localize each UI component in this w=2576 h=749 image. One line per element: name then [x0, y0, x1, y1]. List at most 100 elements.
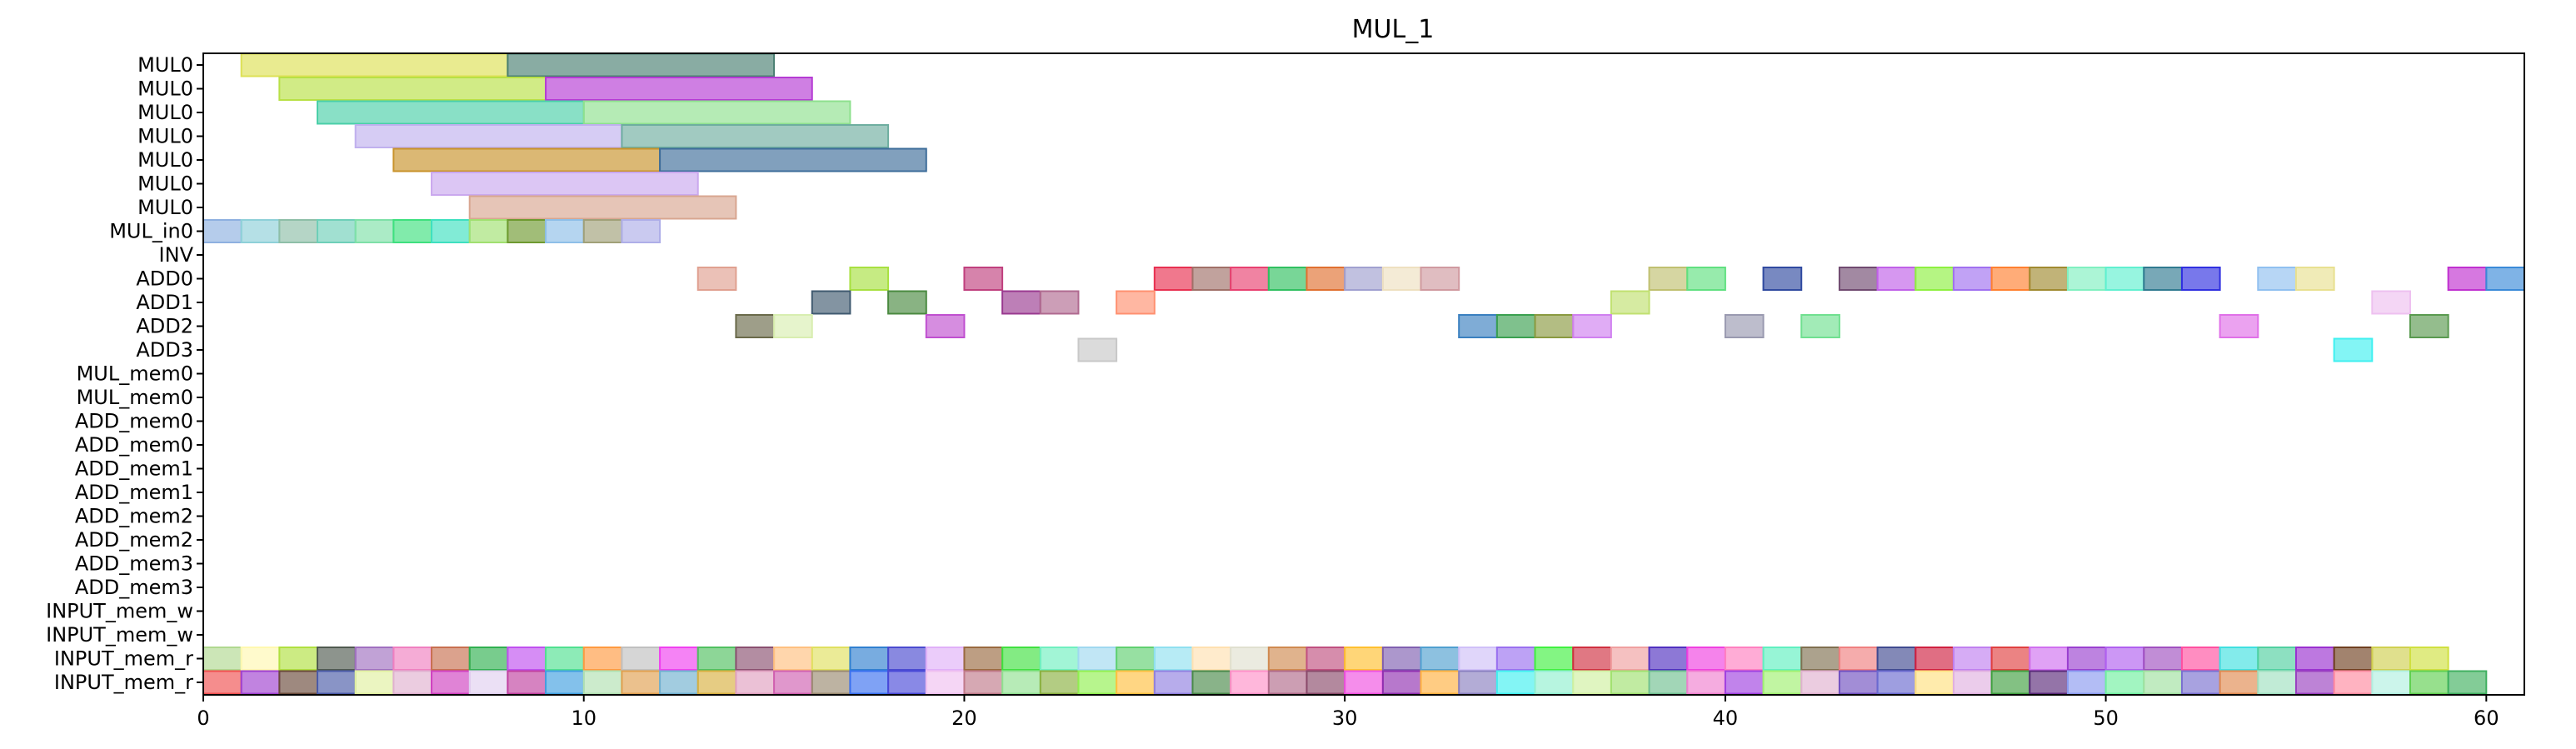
- task-bar: [1381, 647, 1422, 671]
- row-label: ADD_mem2: [75, 528, 193, 552]
- task-bar: [659, 670, 699, 695]
- task-bar: [811, 670, 851, 695]
- row-label: ADD0: [136, 267, 193, 291]
- task-bars: [202, 52, 2526, 695]
- task-bar: [1990, 670, 2031, 695]
- task-bar: [1153, 647, 1194, 671]
- task-bar: [2371, 647, 2411, 671]
- task-bar: [963, 267, 1004, 291]
- task-bar: [1800, 647, 1840, 671]
- task-bar: [240, 219, 281, 243]
- task-bar: [1686, 647, 1726, 671]
- task-bar: [2257, 670, 2297, 695]
- task-bar: [317, 219, 357, 243]
- task-bar: [1838, 267, 1879, 291]
- task-bar: [1116, 647, 1156, 671]
- task-bar: [1572, 647, 1612, 671]
- task-bar: [354, 647, 395, 671]
- task-bar: [545, 647, 585, 671]
- task-bar: [696, 670, 737, 695]
- task-bar: [1039, 647, 1080, 671]
- task-bar: [2066, 267, 2107, 291]
- task-bar: [1686, 670, 1726, 695]
- task-bar: [849, 267, 890, 291]
- x-tick-label: 10: [571, 707, 597, 730]
- row-label: MUL0: [137, 101, 193, 124]
- task-bar: [2143, 670, 2183, 695]
- task-bar: [621, 124, 890, 148]
- task-bar: [278, 77, 547, 101]
- row-label: ADD3: [136, 338, 193, 362]
- x-tick-label: 30: [1332, 707, 1358, 730]
- task-bar: [278, 219, 319, 243]
- task-bar: [1267, 670, 1308, 695]
- row-label: ADD_mem3: [75, 552, 193, 576]
- task-bar: [887, 290, 927, 315]
- row-label: MUL0: [137, 125, 193, 148]
- task-bar: [2333, 337, 2374, 362]
- x-tick-label: 0: [197, 707, 209, 730]
- task-bar: [2409, 670, 2449, 695]
- task-bar: [2371, 670, 2411, 695]
- x-tick-label: 40: [1713, 707, 1739, 730]
- task-bar: [2066, 670, 2107, 695]
- task-bar: [811, 290, 851, 315]
- task-bar: [1116, 290, 1156, 315]
- task-bar: [887, 647, 927, 671]
- task-bar: [1876, 267, 1917, 291]
- task-bar: [849, 647, 890, 671]
- task-bar: [1001, 290, 1041, 315]
- task-bar: [1305, 267, 1346, 291]
- task-bar: [1153, 670, 1194, 695]
- row-label: INV: [159, 243, 194, 267]
- task-bar: [431, 647, 471, 671]
- task-bar: [735, 314, 776, 338]
- task-bar: [1458, 314, 1498, 338]
- task-bar: [317, 100, 585, 125]
- task-bar: [925, 647, 966, 671]
- task-bar: [1495, 647, 1536, 671]
- task-bar: [202, 219, 242, 243]
- task-bar: [1990, 647, 2031, 671]
- task-bar: [1495, 314, 1536, 338]
- task-bar: [696, 647, 737, 671]
- task-bar: [1230, 647, 1270, 671]
- task-bar: [1915, 267, 1954, 291]
- task-bar: [2029, 670, 2069, 695]
- task-bar: [278, 670, 319, 695]
- task-bar: [1534, 314, 1575, 338]
- task-bar: [1420, 647, 1460, 671]
- task-bar: [1077, 337, 1118, 362]
- row-label: ADD_mem0: [75, 433, 193, 457]
- task-bar: [2294, 647, 2335, 671]
- task-bar: [2409, 647, 2449, 671]
- row-label: INPUT_mem_w: [46, 623, 193, 647]
- task-bar: [659, 647, 699, 671]
- task-bar: [621, 670, 661, 695]
- task-bar: [507, 670, 547, 695]
- task-bar: [507, 219, 547, 243]
- task-bar: [1952, 670, 1993, 695]
- task-bar: [1990, 267, 2031, 291]
- task-bar: [849, 670, 890, 695]
- task-bar: [1724, 314, 1765, 338]
- task-bar: [1610, 647, 1650, 671]
- task-bar: [621, 219, 661, 243]
- task-bar: [1305, 670, 1346, 695]
- task-bar: [1116, 670, 1156, 695]
- task-bar: [1344, 647, 1384, 671]
- task-bar: [507, 52, 776, 77]
- task-bar: [1230, 267, 1270, 291]
- task-bar: [2294, 267, 2335, 291]
- task-bar: [2104, 670, 2145, 695]
- task-bar: [1876, 647, 1917, 671]
- task-bar: [773, 670, 813, 695]
- task-bar: [468, 195, 737, 220]
- task-bar: [582, 100, 851, 125]
- task-bar: [1420, 267, 1460, 291]
- task-bar: [2371, 290, 2411, 315]
- task-bar: [1495, 670, 1536, 695]
- row-label: ADD_mem2: [75, 505, 193, 528]
- plot-frame: [202, 52, 2525, 696]
- task-bar: [1952, 267, 1993, 291]
